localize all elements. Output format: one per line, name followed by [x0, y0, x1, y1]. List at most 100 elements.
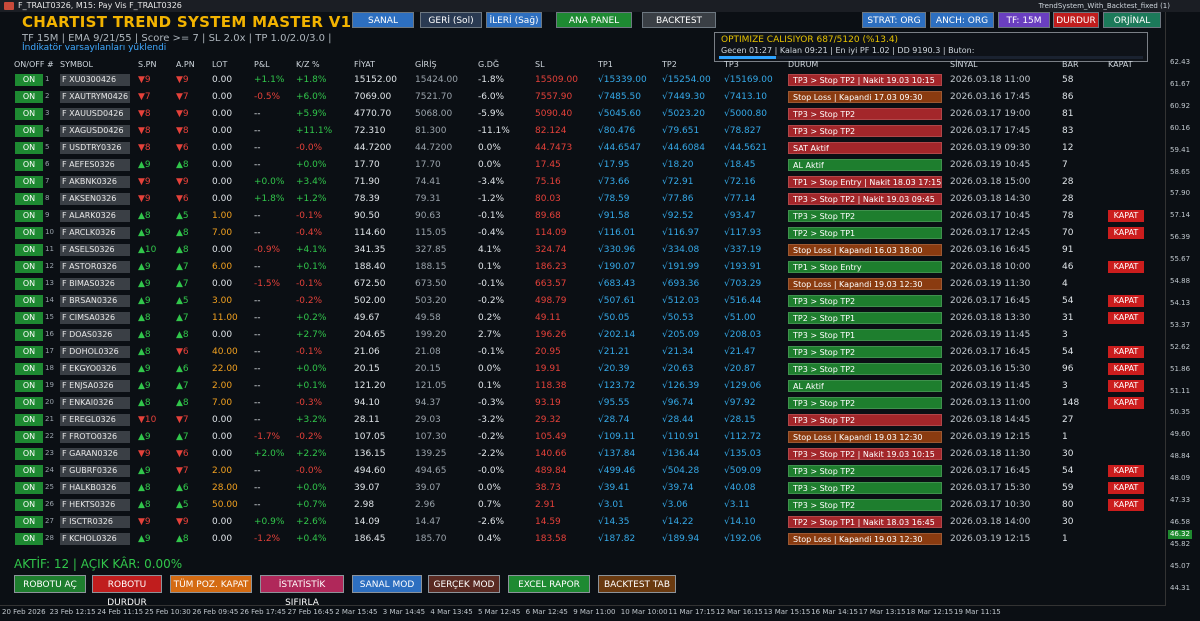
- symbol-button[interactable]: F CIMSA0326: [60, 312, 130, 324]
- on-toggle-button[interactable]: ON: [15, 210, 43, 222]
- symbol-button[interactable]: F USDTRY0326: [60, 142, 130, 154]
- price-value: 28.11: [354, 415, 380, 425]
- symbol-button[interactable]: F AEFES0326: [60, 159, 130, 171]
- on-toggle-button[interactable]: ON: [15, 380, 43, 392]
- on-toggle-button[interactable]: ON: [15, 499, 43, 511]
- on-toggle-button[interactable]: ON: [15, 261, 43, 273]
- on-toggle-button[interactable]: ON: [15, 448, 43, 460]
- time-axis[interactable]: 20 Feb 2026 23 Feb 12:15 24 Feb 11:15 25 Fe…: [0, 605, 1166, 621]
- close-position-button[interactable]: KAPAT: [1108, 210, 1144, 222]
- on-toggle-button[interactable]: ON: [15, 125, 43, 137]
- on-toggle-button[interactable]: ON: [15, 431, 43, 443]
- on-toggle-button[interactable]: ON: [15, 176, 43, 188]
- backtest-button[interactable]: BACKTEST: [642, 12, 716, 28]
- close-position-button[interactable]: KAPAT: [1108, 261, 1144, 273]
- symbol-button[interactable]: F XAUUSD0426: [60, 108, 130, 120]
- on-toggle-button[interactable]: ON: [15, 312, 43, 324]
- tp1-value: √499.46: [598, 466, 636, 476]
- on-toggle-button[interactable]: ON: [15, 74, 43, 86]
- symbol-button[interactable]: F KCHOL0326: [60, 533, 130, 545]
- backtest-tab-button[interactable]: BACKTEST TAB: [598, 575, 676, 593]
- profit-loss-percent: -0.1%: [296, 279, 323, 289]
- symbol-button[interactable]: F AKSEN0326: [60, 193, 130, 205]
- on-toggle-button[interactable]: ON: [15, 244, 43, 256]
- close-position-button[interactable]: KAPAT: [1108, 346, 1144, 358]
- close-position-button[interactable]: KAPAT: [1108, 295, 1144, 307]
- start-robot-button[interactable]: ROBOTU AÇ: [14, 575, 86, 593]
- on-toggle-button[interactable]: ON: [15, 142, 43, 154]
- on-toggle-button[interactable]: ON: [15, 363, 43, 375]
- entry-change: -0.4%: [478, 228, 505, 238]
- on-toggle-button[interactable]: ON: [15, 533, 43, 545]
- symbol-button[interactable]: F ARCLK0326: [60, 227, 130, 239]
- back-button[interactable]: GERİ (Sol): [420, 12, 482, 28]
- symbol-button[interactable]: F HEKTS0326: [60, 499, 130, 511]
- main-panel-button[interactable]: ANA PANEL: [556, 12, 632, 28]
- close-position-button[interactable]: KAPAT: [1108, 312, 1144, 324]
- symbol-button[interactable]: F ALARK0326: [60, 210, 130, 222]
- symbol-button[interactable]: F ISCTR0326: [60, 516, 130, 528]
- excel-report-button[interactable]: EXCEL RAPOR: [508, 575, 590, 593]
- on-toggle-button[interactable]: ON: [15, 159, 43, 171]
- on-toggle-button[interactable]: ON: [15, 397, 43, 409]
- price-value: 107.05: [354, 432, 386, 442]
- symbol-button[interactable]: F XAUTRYM0426: [60, 91, 130, 103]
- symbol-button[interactable]: F ASELS0326: [60, 244, 130, 256]
- stop-button[interactable]: DURDUR: [1053, 12, 1099, 28]
- on-toggle-button[interactable]: ON: [15, 278, 43, 290]
- symbol-button[interactable]: F DOHOL0326: [60, 346, 130, 358]
- symbol-button[interactable]: F HALKB0326: [60, 482, 130, 494]
- on-toggle-button[interactable]: ON: [15, 346, 43, 358]
- on-toggle-button[interactable]: ON: [15, 193, 43, 205]
- stop-robot-button[interactable]: ROBOTU DURDUR: [92, 575, 162, 608]
- price-value: 71.90: [354, 177, 380, 187]
- on-toggle-button[interactable]: ON: [15, 295, 43, 307]
- symbol-button[interactable]: F ENKAI0326: [60, 397, 130, 409]
- close-position-button[interactable]: KAPAT: [1108, 397, 1144, 409]
- close-all-button[interactable]: TÜM POZ. KAPAT: [170, 575, 252, 593]
- forward-button[interactable]: İLERİ (Sağ): [486, 12, 542, 28]
- tp1-value: √507.61: [598, 296, 636, 306]
- chart-area[interactable]: [0, 12, 1166, 605]
- reset-stats-button[interactable]: İSTATİSTİK SIFIRLA: [260, 575, 344, 608]
- close-position-button[interactable]: KAPAT: [1108, 363, 1144, 375]
- symbol-button[interactable]: F ENJSA0326: [60, 380, 130, 392]
- symbol-button[interactable]: F XU0300426: [60, 74, 130, 86]
- on-toggle-button[interactable]: ON: [15, 91, 43, 103]
- on-toggle-button[interactable]: ON: [15, 329, 43, 341]
- close-position-button[interactable]: KAPAT: [1108, 380, 1144, 392]
- symbol-button[interactable]: F DOAS0326: [60, 329, 130, 341]
- sanal-button[interactable]: SANAL: [352, 12, 414, 28]
- on-toggle-button[interactable]: ON: [15, 465, 43, 477]
- close-position-button[interactable]: KAPAT: [1108, 482, 1144, 494]
- symbol-button[interactable]: F ASTOR0326: [60, 261, 130, 273]
- anchor-button[interactable]: ANCH: ORG: [930, 12, 994, 28]
- signal-time: 2026.03.18 15:00: [950, 177, 1031, 187]
- on-toggle-button[interactable]: ON: [15, 108, 43, 120]
- symbol-button[interactable]: F AKBNK0326: [60, 176, 130, 188]
- symbol-button[interactable]: F EKGYO0326: [60, 363, 130, 375]
- symbol-button[interactable]: F FROTO0326: [60, 431, 130, 443]
- on-toggle-button[interactable]: ON: [15, 516, 43, 528]
- symbol-button[interactable]: F GARAN0326: [60, 448, 130, 460]
- on-toggle-button[interactable]: ON: [15, 414, 43, 426]
- close-position-button[interactable]: KAPAT: [1108, 227, 1144, 239]
- strategy-button[interactable]: STRAT: ORG: [862, 12, 926, 28]
- symbol-button[interactable]: F BIMAS0326: [60, 278, 130, 290]
- close-position-button[interactable]: KAPAT: [1108, 465, 1144, 477]
- symbol-button[interactable]: F XAGUSD0426: [60, 125, 130, 137]
- real-mode-button[interactable]: GERÇEK MOD: [428, 575, 500, 593]
- symbol-button[interactable]: F EREGL0326: [60, 414, 130, 426]
- timeframe-button[interactable]: TF: 15M: [998, 12, 1050, 28]
- on-toggle-button[interactable]: ON: [15, 482, 43, 494]
- original-button[interactable]: ORJİNAL: [1103, 12, 1161, 28]
- virtual-mode-button[interactable]: SANAL MOD: [352, 575, 422, 593]
- tp1-value: √14.35: [598, 517, 630, 527]
- symbol-button[interactable]: F BRSAN0326: [60, 295, 130, 307]
- signal-score: ▼8: [138, 126, 151, 136]
- price-axis[interactable]: 62.43 61.67 60.92 60.16 59.41 58.65 57.90 57.14…: [1166, 12, 1200, 605]
- close-position-button[interactable]: KAPAT: [1108, 499, 1144, 511]
- on-toggle-button[interactable]: ON: [15, 227, 43, 239]
- entry-change: -0.2%: [478, 296, 505, 306]
- symbol-button[interactable]: F GUBRF0326: [60, 465, 130, 477]
